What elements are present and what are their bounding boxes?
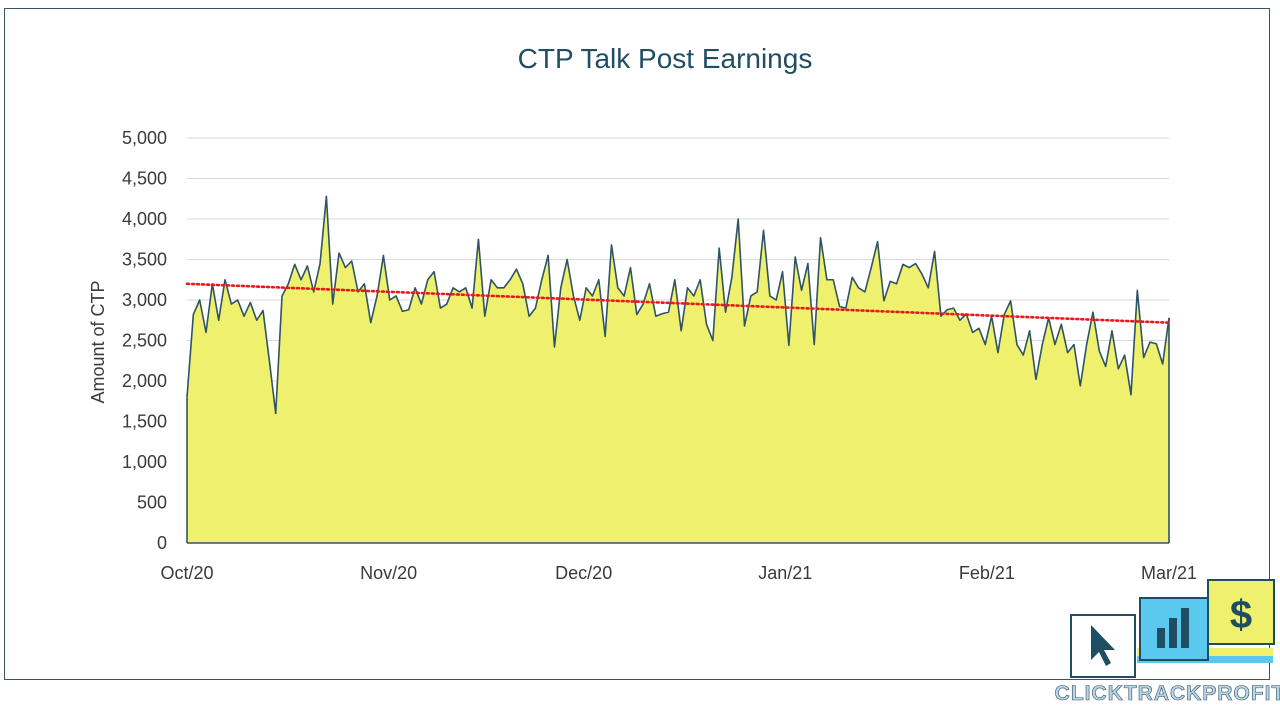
x-tick-label: Dec/20 (555, 563, 612, 583)
y-tick-label: 0 (157, 533, 167, 553)
y-tick-label: 3,500 (122, 250, 167, 270)
x-tick-label: Nov/20 (360, 563, 417, 583)
bar-chart-icon (1157, 608, 1189, 648)
x-axis-ticks: Oct/20 Nov/20 Dec/20 Jan/21 Feb/21 Mar/21 (160, 563, 1197, 583)
y-tick-label: 4,500 (122, 169, 167, 189)
y-axis-ticks: 0 500 1,000 1,500 2,000 2,500 3,000 3,500 4,000 4… (122, 128, 167, 553)
y-tick-label: 4,000 (122, 209, 167, 229)
svg-text:$: $ (1230, 593, 1252, 637)
trendline (185, 282, 1171, 324)
y-tick-label: 500 (137, 493, 167, 513)
dollar-icon: $ (1230, 593, 1252, 637)
y-tick-label: 1,000 (122, 452, 167, 472)
y-tick-label: 3,000 (122, 290, 167, 310)
y-tick-label: 2,000 (122, 371, 167, 391)
x-tick-label: Jan/21 (758, 563, 812, 583)
y-tick-label: 1,500 (122, 412, 167, 432)
series-line (186, 195, 1170, 415)
x-tick-label: Oct/20 (160, 563, 213, 583)
y-tick-label: 2,500 (122, 331, 167, 351)
trendline-layer (185, 282, 1171, 324)
y-tick-label: 5,000 (122, 128, 167, 148)
cursor-icon (1091, 625, 1115, 666)
x-tick-label: Mar/21 (1141, 563, 1197, 583)
x-tick-label: Feb/21 (959, 563, 1015, 583)
y-axis-label: Amount of CTP (88, 280, 108, 403)
chart-title: CTP Talk Post Earnings (518, 43, 813, 74)
plot-area (186, 195, 1170, 544)
clicktrackprofit-logo: $ CLICKTRACKPROFIT (1054, 579, 1280, 705)
logo-brand-text: CLICKTRACKPROFIT (1055, 682, 1280, 705)
series-area-fill (187, 196, 1169, 543)
